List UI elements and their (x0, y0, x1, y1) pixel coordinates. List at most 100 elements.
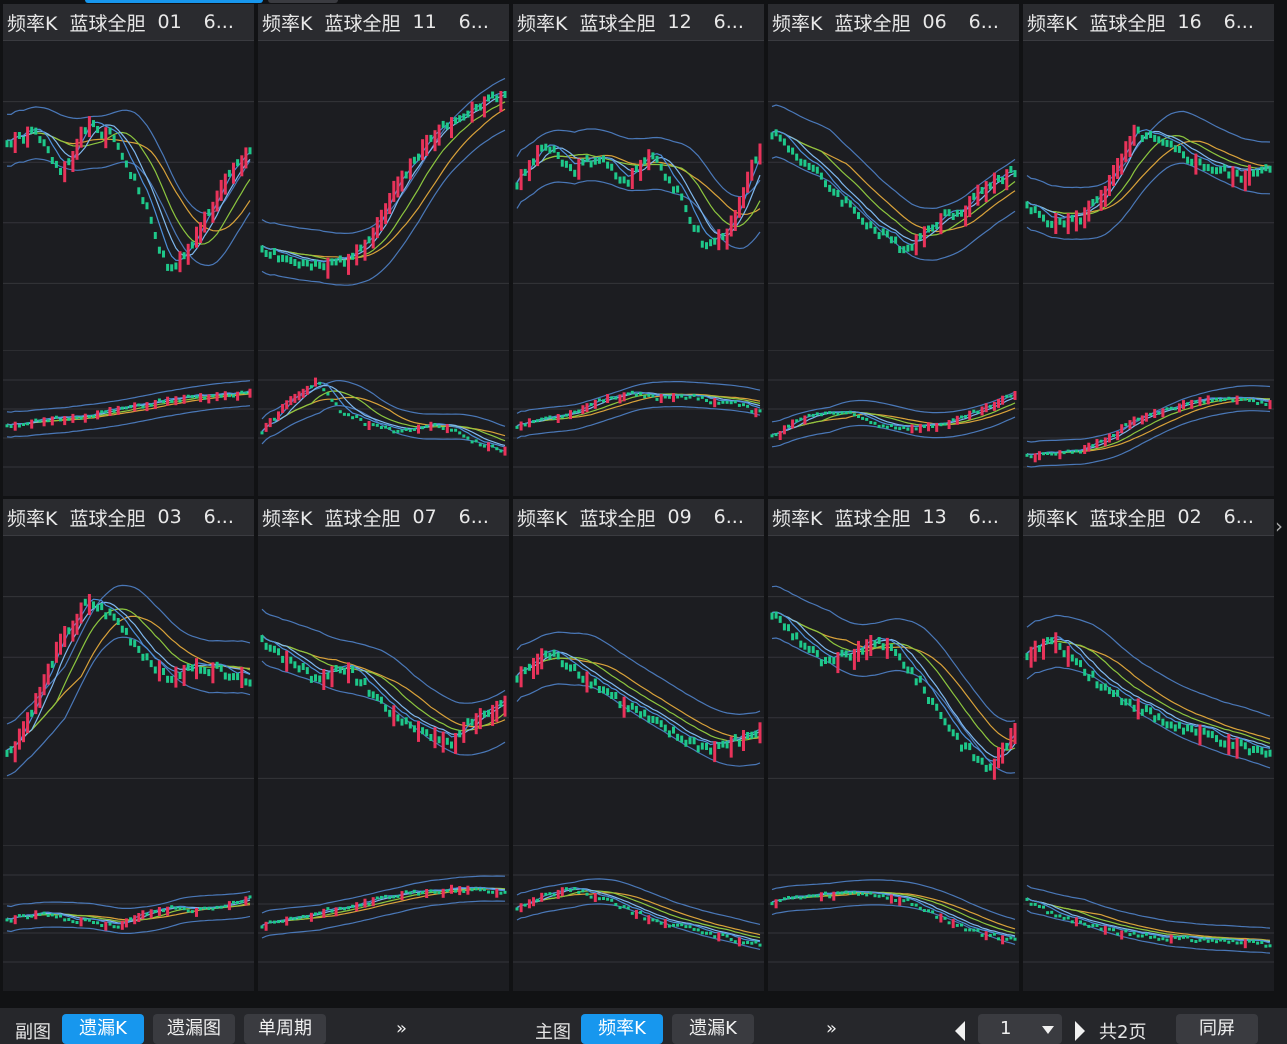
candle-down (1182, 935, 1185, 939)
same-screen-button[interactable]: 同屏 (1176, 1014, 1258, 1044)
chart-panel[interactable]: 频率K 蓝球全胆 01 6... (3, 4, 254, 496)
candle-down (338, 906, 342, 910)
candle-up (79, 917, 83, 927)
more-chevron-icon[interactable]: » (396, 1018, 408, 1039)
candle-up (322, 669, 326, 690)
main-chart[interactable] (768, 41, 1019, 344)
candle-down (1190, 725, 1194, 733)
candle-up (182, 665, 186, 686)
candle-down (746, 941, 750, 944)
candle-up (622, 392, 626, 402)
candle-up (857, 640, 860, 662)
chart-panel[interactable]: 频率K 蓝球全胆 16 6... (1023, 4, 1274, 496)
main-chart[interactable] (3, 536, 254, 839)
candle-down (96, 604, 100, 612)
ma-blue (516, 144, 761, 241)
main-chart[interactable] (258, 536, 509, 839)
candle-down (1157, 411, 1161, 415)
chart-panel[interactable]: 频率K 蓝球全胆 12 6... (513, 4, 764, 496)
candle-down (236, 901, 240, 904)
candle-up (803, 415, 807, 425)
chart-panel[interactable]: 频率K 蓝球全胆 13 6... (768, 499, 1019, 991)
candle-up (992, 758, 996, 780)
main-chart[interactable] (513, 536, 764, 839)
candle-down (137, 187, 141, 195)
sub-button-missing-k[interactable]: 遗漏K (62, 1014, 144, 1044)
sub-chart[interactable] (258, 350, 509, 496)
chart-panel[interactable]: 频率K 蓝球全胆 03 6... (3, 499, 254, 991)
candle-down (207, 209, 211, 216)
prev-page-icon[interactable] (955, 1021, 965, 1041)
candle-down (774, 129, 778, 137)
panel-title: 频率K (1027, 12, 1078, 35)
main-chart[interactable] (3, 41, 254, 344)
candle-down (918, 675, 922, 683)
sub-chart[interactable] (513, 350, 764, 496)
candle-down (1198, 158, 1202, 166)
candle-down (1173, 145, 1177, 153)
candle-up (301, 388, 305, 398)
candle-down (318, 911, 322, 915)
main-chart[interactable] (1023, 41, 1274, 344)
candle-down (1124, 423, 1128, 427)
candle-down (725, 400, 729, 404)
sub-chart[interactable] (3, 845, 254, 991)
candle-down (157, 398, 161, 402)
candle-down (692, 927, 696, 931)
chart-panel[interactable]: 频率K 蓝球全胆 07 6... (258, 499, 509, 991)
candle-up (519, 666, 523, 688)
candle-down (931, 910, 935, 914)
sub-chart[interactable] (3, 350, 254, 496)
candle-down (980, 757, 984, 765)
sub-button-missing-chart[interactable]: 遗漏图 (153, 1014, 235, 1044)
candle-down (1095, 924, 1099, 927)
chart-panel[interactable]: 频率K 蓝球全胆 02 6... (1023, 499, 1274, 991)
main-chart[interactable] (513, 41, 764, 344)
main-chart[interactable] (258, 41, 509, 344)
sub-chart[interactable] (258, 845, 509, 991)
candle-down (388, 709, 392, 717)
candle-down (877, 894, 881, 898)
candle-down (754, 730, 758, 738)
candle-down (133, 173, 137, 181)
candle-down (737, 739, 741, 747)
candle-up (116, 405, 120, 415)
candle-down (46, 914, 50, 917)
sub-chart[interactable] (768, 350, 1019, 496)
candle-up (1182, 400, 1185, 410)
more-chevron-icon[interactable]: » (826, 1018, 838, 1039)
sub-chart[interactable] (768, 845, 1019, 991)
ma-green (261, 101, 506, 261)
candle-down (865, 222, 869, 230)
candle-down (421, 426, 425, 430)
candle-down (1210, 731, 1214, 739)
sub-button-single-cycle[interactable]: 单周期 (244, 1014, 326, 1044)
chart-panel[interactable]: 频率K 蓝球全胆 06 6... (768, 4, 1019, 496)
candle-up (1037, 451, 1041, 461)
candle-down (1268, 944, 1272, 948)
candle-up (536, 145, 540, 167)
candle-down (1202, 727, 1206, 735)
sub-chart[interactable] (1023, 845, 1274, 991)
next-page-icon[interactable] (1075, 1021, 1085, 1041)
candle-down (1095, 681, 1099, 689)
candle-down (770, 434, 774, 438)
sub-chart[interactable] (513, 845, 764, 991)
candle-down (137, 645, 141, 653)
next-page-arrow-icon[interactable]: › (1275, 514, 1283, 538)
main-chart[interactable] (1023, 536, 1274, 839)
main-button-frequency-k[interactable]: 频率K (581, 1014, 663, 1044)
chart-panel[interactable]: 频率K 蓝球全胆 09 6... (513, 499, 764, 991)
candle-down (301, 915, 305, 918)
candle-down (437, 736, 441, 744)
band-upper (516, 381, 761, 414)
candle-up (384, 203, 388, 225)
main-chart[interactable] (768, 536, 1019, 839)
candle-down (873, 421, 877, 425)
sub-chart[interactable] (1023, 350, 1274, 496)
candle-down (1079, 660, 1082, 668)
main-button-missing-k[interactable]: 遗漏K (672, 1014, 754, 1044)
page-select[interactable]: 1 (978, 1014, 1062, 1044)
chart-panel[interactable]: 频率K 蓝球全胆 11 6... (258, 4, 509, 496)
candle-down (791, 896, 795, 900)
